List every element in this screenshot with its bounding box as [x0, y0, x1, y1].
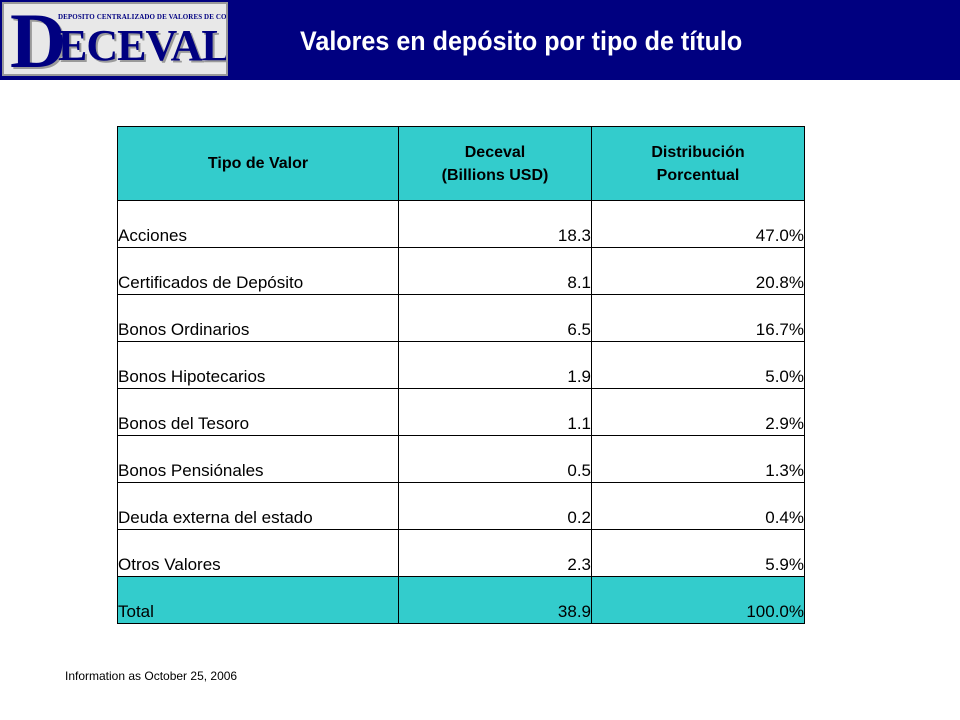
cell-porcentaje: 47.0%: [591, 200, 805, 248]
cell-valor: 1.1: [398, 388, 592, 436]
cell-porcentaje: 2.9%: [591, 388, 805, 436]
table-row: Deuda externa del estado 0.2 0.4%: [117, 482, 805, 530]
total-row: Total 38.9 100.0%: [117, 576, 805, 624]
logo-initial: D: [10, 2, 67, 76]
column-header-tipo: Tipo de Valor: [117, 126, 399, 201]
cell-porcentaje: 5.9%: [591, 529, 805, 577]
cell-porcentaje: 1.3%: [591, 435, 805, 483]
cell-valor: 0.5: [398, 435, 592, 483]
table-header-row: Tipo de Valor Deceval (Billions USD) Dis…: [117, 126, 805, 201]
cell-valor: 2.3: [398, 529, 592, 577]
cell-total-valor: 38.9: [398, 576, 592, 624]
table-row: Acciones 18.3 47.0%: [117, 200, 805, 248]
table-row: Bonos Ordinarios 6.5 16.7%: [117, 294, 805, 342]
column-header-distribucion-line1: Distribución: [651, 143, 745, 161]
column-header-distribucion-line2: Porcentual: [656, 166, 740, 184]
cell-valor: 18.3: [398, 200, 592, 248]
column-header-deceval: Deceval (Billions USD): [398, 126, 592, 201]
cell-valor: 6.5: [398, 294, 592, 342]
table-row: Bonos Pensiónales 0.5 1.3%: [117, 435, 805, 483]
cell-total-label: Total: [117, 576, 399, 624]
table-row: Bonos del Tesoro 1.1 2.9%: [117, 388, 805, 436]
cell-tipo: Bonos del Tesoro: [117, 388, 399, 436]
page-title: Valores en depósito por tipo de título: [300, 26, 743, 56]
cell-porcentaje: 0.4%: [591, 482, 805, 530]
logo-subtitle: DEPOSITO CENTRALIZADO DE VALORES DE COLO…: [58, 13, 227, 21]
logo-wordmark: ECEVAL S.A.: [58, 21, 228, 70]
header-bar: DEPOSITO CENTRALIZADO DE VALORES DE COLO…: [0, 0, 960, 80]
cell-tipo: Bonos Hipotecarios: [117, 341, 399, 389]
cell-porcentaje: 16.7%: [591, 294, 805, 342]
table-row: Certificados de Depósito 8.1 20.8%: [117, 247, 805, 295]
footnote: Information as October 25, 2006: [65, 669, 238, 683]
table-row: Bonos Hipotecarios 1.9 5.0%: [117, 341, 805, 389]
cell-valor: 8.1: [398, 247, 592, 295]
column-header-tipo-label: Tipo de Valor: [207, 155, 309, 172]
cell-tipo: Acciones: [117, 200, 399, 248]
cell-total-porcentaje: 100.0%: [591, 576, 805, 624]
cell-porcentaje: 20.8%: [591, 247, 805, 295]
cell-valor: 1.9: [398, 341, 592, 389]
column-header-deceval-line2: (Billions USD): [441, 166, 549, 184]
securities-table: Tipo de Valor Deceval (Billions USD) Dis…: [117, 126, 805, 624]
column-header-distribucion: Distribución Porcentual: [591, 126, 805, 201]
cell-tipo: Otros Valores: [117, 529, 399, 577]
cell-tipo: Bonos Pensiónales: [117, 435, 399, 483]
cell-tipo: Bonos Ordinarios: [117, 294, 399, 342]
cell-tipo: Deuda externa del estado: [117, 482, 399, 530]
cell-valor: 0.2: [398, 482, 592, 530]
cell-porcentaje: 5.0%: [591, 341, 805, 389]
cell-tipo: Certificados de Depósito: [117, 247, 399, 295]
column-header-deceval-line1: Deceval: [464, 143, 526, 161]
table-row: Otros Valores 2.3 5.9%: [117, 529, 805, 577]
deceval-logo: DEPOSITO CENTRALIZADO DE VALORES DE COLO…: [2, 2, 228, 76]
